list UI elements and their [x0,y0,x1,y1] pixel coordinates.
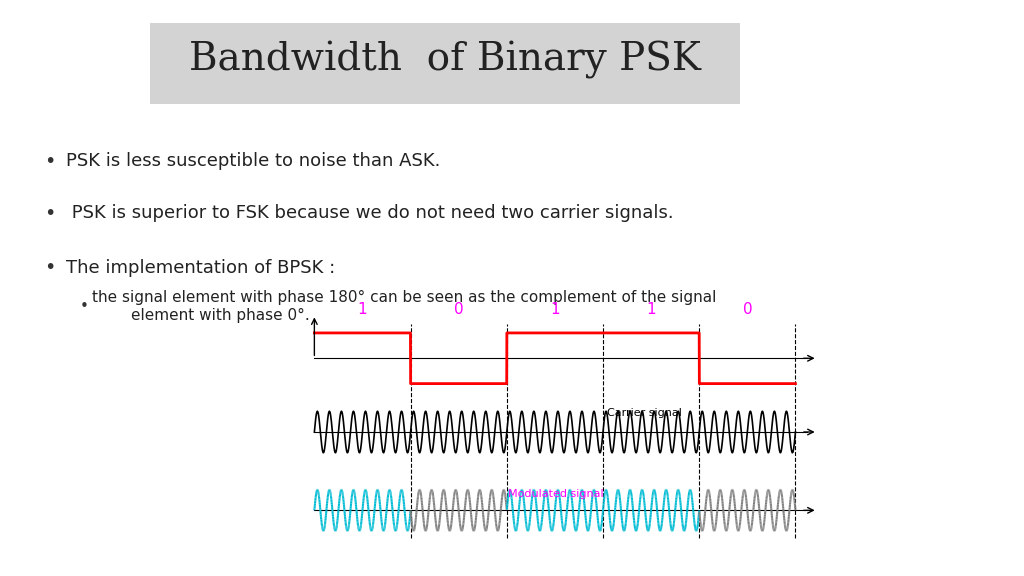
Text: 0: 0 [454,302,464,317]
Text: Carrier signal: Carrier signal [607,408,682,418]
Text: 1: 1 [646,302,656,317]
Text: •: • [44,204,55,222]
Text: 0: 0 [742,302,753,317]
Text: PSK is superior to FSK because we do not need two carrier signals.: PSK is superior to FSK because we do not… [66,204,674,222]
Text: the signal element with phase 180° can be seen as the complement of the signal
 : the signal element with phase 180° can b… [92,290,717,323]
Text: •: • [44,152,55,170]
Text: •: • [79,299,88,314]
Text: Modulated signal: Modulated signal [508,489,603,499]
Text: PSK is less susceptible to noise than ASK.: PSK is less susceptible to noise than AS… [66,152,440,170]
Text: Bandwidth  of Binary PSK: Bandwidth of Binary PSK [188,41,700,79]
Text: The implementation of BPSK :: The implementation of BPSK : [66,259,335,277]
Text: 1: 1 [550,302,560,317]
Text: •: • [44,259,55,277]
Text: 1: 1 [357,302,368,317]
Text: 24: 24 [942,535,963,553]
FancyBboxPatch shape [150,23,739,104]
